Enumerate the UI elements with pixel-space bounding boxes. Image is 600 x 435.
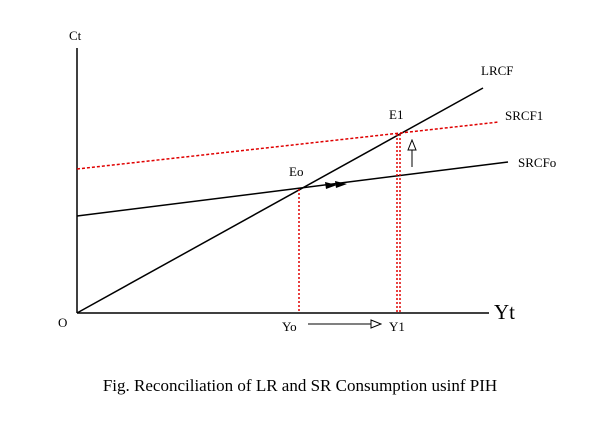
y0-tick-label: Yo	[282, 319, 297, 334]
y-axis-label: Ct	[69, 28, 82, 43]
srcf1-label: SRCF1	[505, 108, 543, 123]
x-axis-label: Yt	[494, 300, 515, 324]
origin-label: O	[58, 315, 67, 330]
srcf0-shift-arrow-icon	[325, 181, 347, 189]
e1-label: E1	[389, 107, 403, 122]
figure-caption: Fig. Reconciliation of LR and SR Consump…	[102, 376, 498, 395]
srcf0-label: SRCFo	[518, 155, 556, 170]
lrcf-line	[76, 87, 484, 314]
e0-label: Eo	[289, 164, 303, 179]
lrcf-label: LRCF	[481, 63, 514, 78]
y1-tick-label: Y1	[389, 319, 405, 334]
srcf1-line	[76, 121, 500, 170]
srcf0-line	[76, 161, 509, 217]
